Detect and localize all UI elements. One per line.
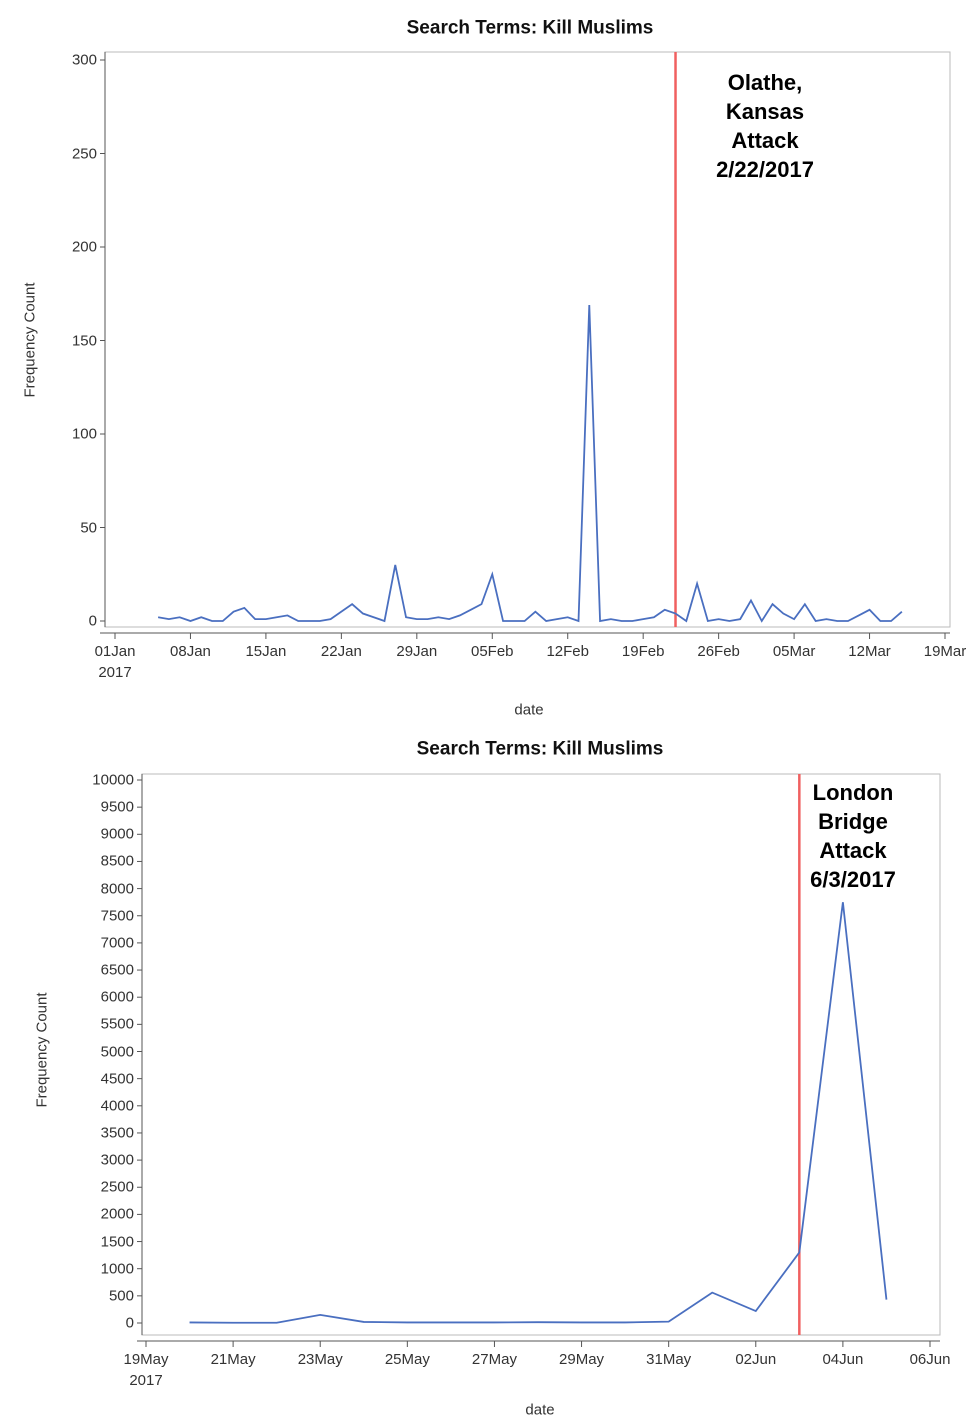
y-tick-label: 50	[80, 519, 97, 536]
y-tick-label: 6500	[100, 961, 134, 979]
x-tick-label: 19Mar	[923, 643, 967, 660]
y-tick-label: 150	[71, 332, 97, 349]
x-tick-label: 04Jun	[822, 1351, 864, 1368]
y-axis-label: Frequency Count	[21, 282, 39, 398]
y-tick-label: 3000	[100, 1151, 134, 1169]
x-tick-label: 27May	[471, 1351, 517, 1368]
x-tick-label: 08Jan	[170, 643, 211, 660]
y-tick-label: 0	[125, 1314, 134, 1332]
y-tick-label: 500	[108, 1287, 134, 1305]
y-tick-label: 10000	[92, 771, 134, 789]
y-tick-label: 8000	[100, 880, 134, 898]
y-tick-label: 100	[71, 425, 97, 443]
y-tick-label: 8500	[100, 852, 134, 870]
x-tick-label: 02Jun	[735, 1351, 777, 1368]
chart-title: Search Terms: Kill Muslims	[416, 738, 664, 760]
y-tick-label: 9500	[100, 798, 134, 816]
x-tick-label: 23May	[297, 1351, 343, 1368]
data-line	[189, 902, 888, 1324]
x-tick-label: 01Jan 2017	[94, 643, 136, 681]
y-tick-label: 0	[88, 612, 97, 630]
y-tick-label: 5500	[100, 1015, 134, 1033]
y-tick-label: 5000	[100, 1043, 134, 1060]
y-tick-label: 250	[71, 145, 97, 162]
y-tick-label: 2500	[100, 1178, 134, 1196]
x-tick-label: 15Jan	[245, 643, 287, 660]
x-axis-label: date	[514, 701, 544, 719]
y-axis-label: Frequency Count	[33, 992, 51, 1108]
x-tick-label: 12Feb	[546, 643, 589, 660]
x-tick-label: 25May	[384, 1351, 430, 1368]
x-tick-label: 26Feb	[697, 643, 740, 660]
y-tick-label: 1500	[100, 1233, 134, 1251]
x-tick-label: 19May 2017	[123, 1351, 169, 1389]
data-line	[157, 304, 903, 623]
y-tick-label: 4000	[100, 1097, 134, 1115]
y-tick-label: 9000	[100, 825, 134, 843]
x-tick-label: 22Jan	[320, 643, 362, 660]
x-tick-label: 21May	[210, 1351, 256, 1368]
x-tick-label: 05Mar	[772, 643, 816, 660]
y-tick-label: 7500	[100, 907, 134, 925]
x-tick-label: 12Mar	[848, 643, 891, 660]
x-tick-label: 31May	[646, 1351, 692, 1368]
plot-frame	[104, 51, 951, 628]
y-tick-label: 3500	[100, 1124, 134, 1142]
y-tick-label: 300	[71, 51, 97, 69]
y-tick-label: 7000	[100, 934, 134, 952]
y-tick-label: 1000	[100, 1260, 134, 1278]
y-tick-label: 200	[71, 238, 97, 256]
x-tick-label: 29May	[559, 1351, 605, 1368]
annotation: London Bridge Attack 6/3/2017	[810, 780, 896, 892]
x-tick-label: 05Feb	[470, 643, 514, 660]
annotation: Olathe, Kansas Attack 2/22/2017	[716, 70, 814, 182]
chart-title: Search Terms: Kill Muslims	[406, 17, 654, 39]
y-tick-label: 6000	[100, 988, 134, 1006]
y-tick-label: 4500	[100, 1070, 134, 1088]
x-tick-label: 19Feb	[621, 643, 665, 660]
x-tick-label: 29Jan	[396, 643, 438, 660]
x-tick-label: 06Jun	[909, 1351, 951, 1368]
x-axis-label: date	[525, 1401, 555, 1419]
y-tick-label: 2000	[100, 1205, 134, 1223]
